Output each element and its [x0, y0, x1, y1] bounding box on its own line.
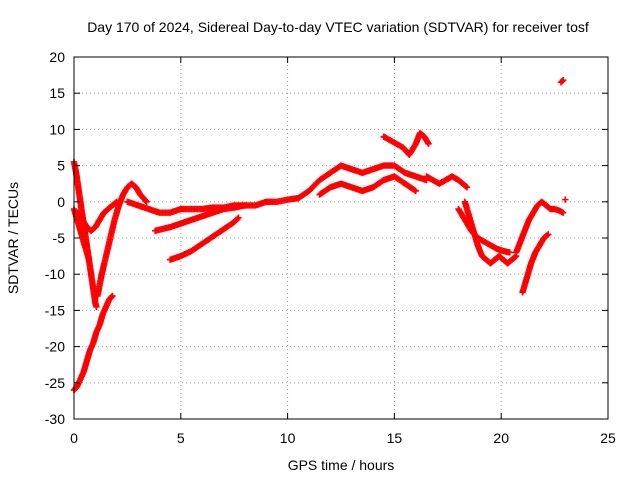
- chart-title: Day 170 of 2024, Sidereal Day-to-day VTE…: [87, 19, 589, 35]
- series-early-loop: [75, 198, 120, 234]
- series-evening-drop-2: [455, 205, 513, 256]
- series-lower-band: [151, 202, 249, 234]
- data-point: [559, 76, 567, 84]
- y-tick-label: -25: [45, 375, 65, 391]
- data-point: [235, 214, 242, 221]
- data-point: [109, 292, 116, 300]
- y-tick-label: 20: [49, 49, 65, 65]
- x-tick-label: 5: [177, 430, 185, 446]
- x-tick-label: 20: [493, 430, 509, 446]
- y-tick-label: -5: [53, 230, 66, 246]
- x-axis-label: GPS time / hours: [288, 457, 395, 473]
- y-tick-label: 10: [49, 121, 65, 137]
- series-late-afternoon: [423, 173, 471, 191]
- x-tick-label: 0: [70, 430, 78, 446]
- y-axis-label: SDTVAR / TECUs: [5, 182, 21, 294]
- x-tick-label: 25: [600, 430, 616, 446]
- series-deep-recovery: [70, 292, 116, 394]
- data-point: [506, 249, 513, 256]
- series-morning-rise: [94, 180, 150, 300]
- y-tick-label: 0: [57, 194, 65, 210]
- series-flat-morning: [124, 194, 302, 216]
- y-tick-label: -20: [45, 339, 65, 355]
- data-point: [425, 140, 432, 148]
- series-night-rise: [512, 198, 567, 256]
- data-point: [543, 232, 551, 239]
- series-night-low: [519, 231, 552, 296]
- y-tick-label: 5: [57, 158, 65, 174]
- series-slant-band: [166, 214, 242, 263]
- data-point: [143, 198, 150, 205]
- data-point: [411, 186, 418, 194]
- y-tick-label: -30: [45, 411, 65, 427]
- series-evening-drop: [461, 198, 520, 267]
- y-tick-label: -15: [45, 302, 65, 318]
- y-tick-label: -10: [45, 266, 65, 282]
- series-afternoon-peak: [380, 129, 432, 158]
- data-point: [544, 231, 552, 238]
- series-descent-from-5: [70, 158, 100, 310]
- scatter-points: [70, 76, 569, 394]
- data-point: [113, 198, 120, 205]
- grid: [74, 57, 608, 419]
- data-point: [412, 187, 419, 195]
- data-point: [93, 303, 100, 310]
- data-point: [462, 183, 470, 190]
- data-point: [234, 215, 241, 223]
- series-isolated: [557, 76, 569, 203]
- series-mid-day: [295, 162, 430, 202]
- data-point: [241, 202, 249, 209]
- x-tick-label: 10: [280, 430, 296, 446]
- data-point: [142, 197, 149, 204]
- axis-ticks: 0 5 10 15 20 25 -30 -25 -20 -15 -10 -5 0 5 10 15 20: [45, 49, 616, 446]
- data-point: [108, 293, 115, 301]
- data-point: [558, 78, 566, 85]
- data-point: [112, 199, 119, 206]
- y-tick-label: 15: [49, 85, 65, 101]
- data-point: [559, 209, 567, 216]
- x-tick-label: 15: [387, 430, 403, 446]
- data-point: [85, 256, 93, 263]
- data-point: [511, 253, 519, 261]
- data-point: [562, 196, 569, 203]
- series-mid-day-low: [316, 173, 419, 198]
- data-point: [463, 184, 471, 191]
